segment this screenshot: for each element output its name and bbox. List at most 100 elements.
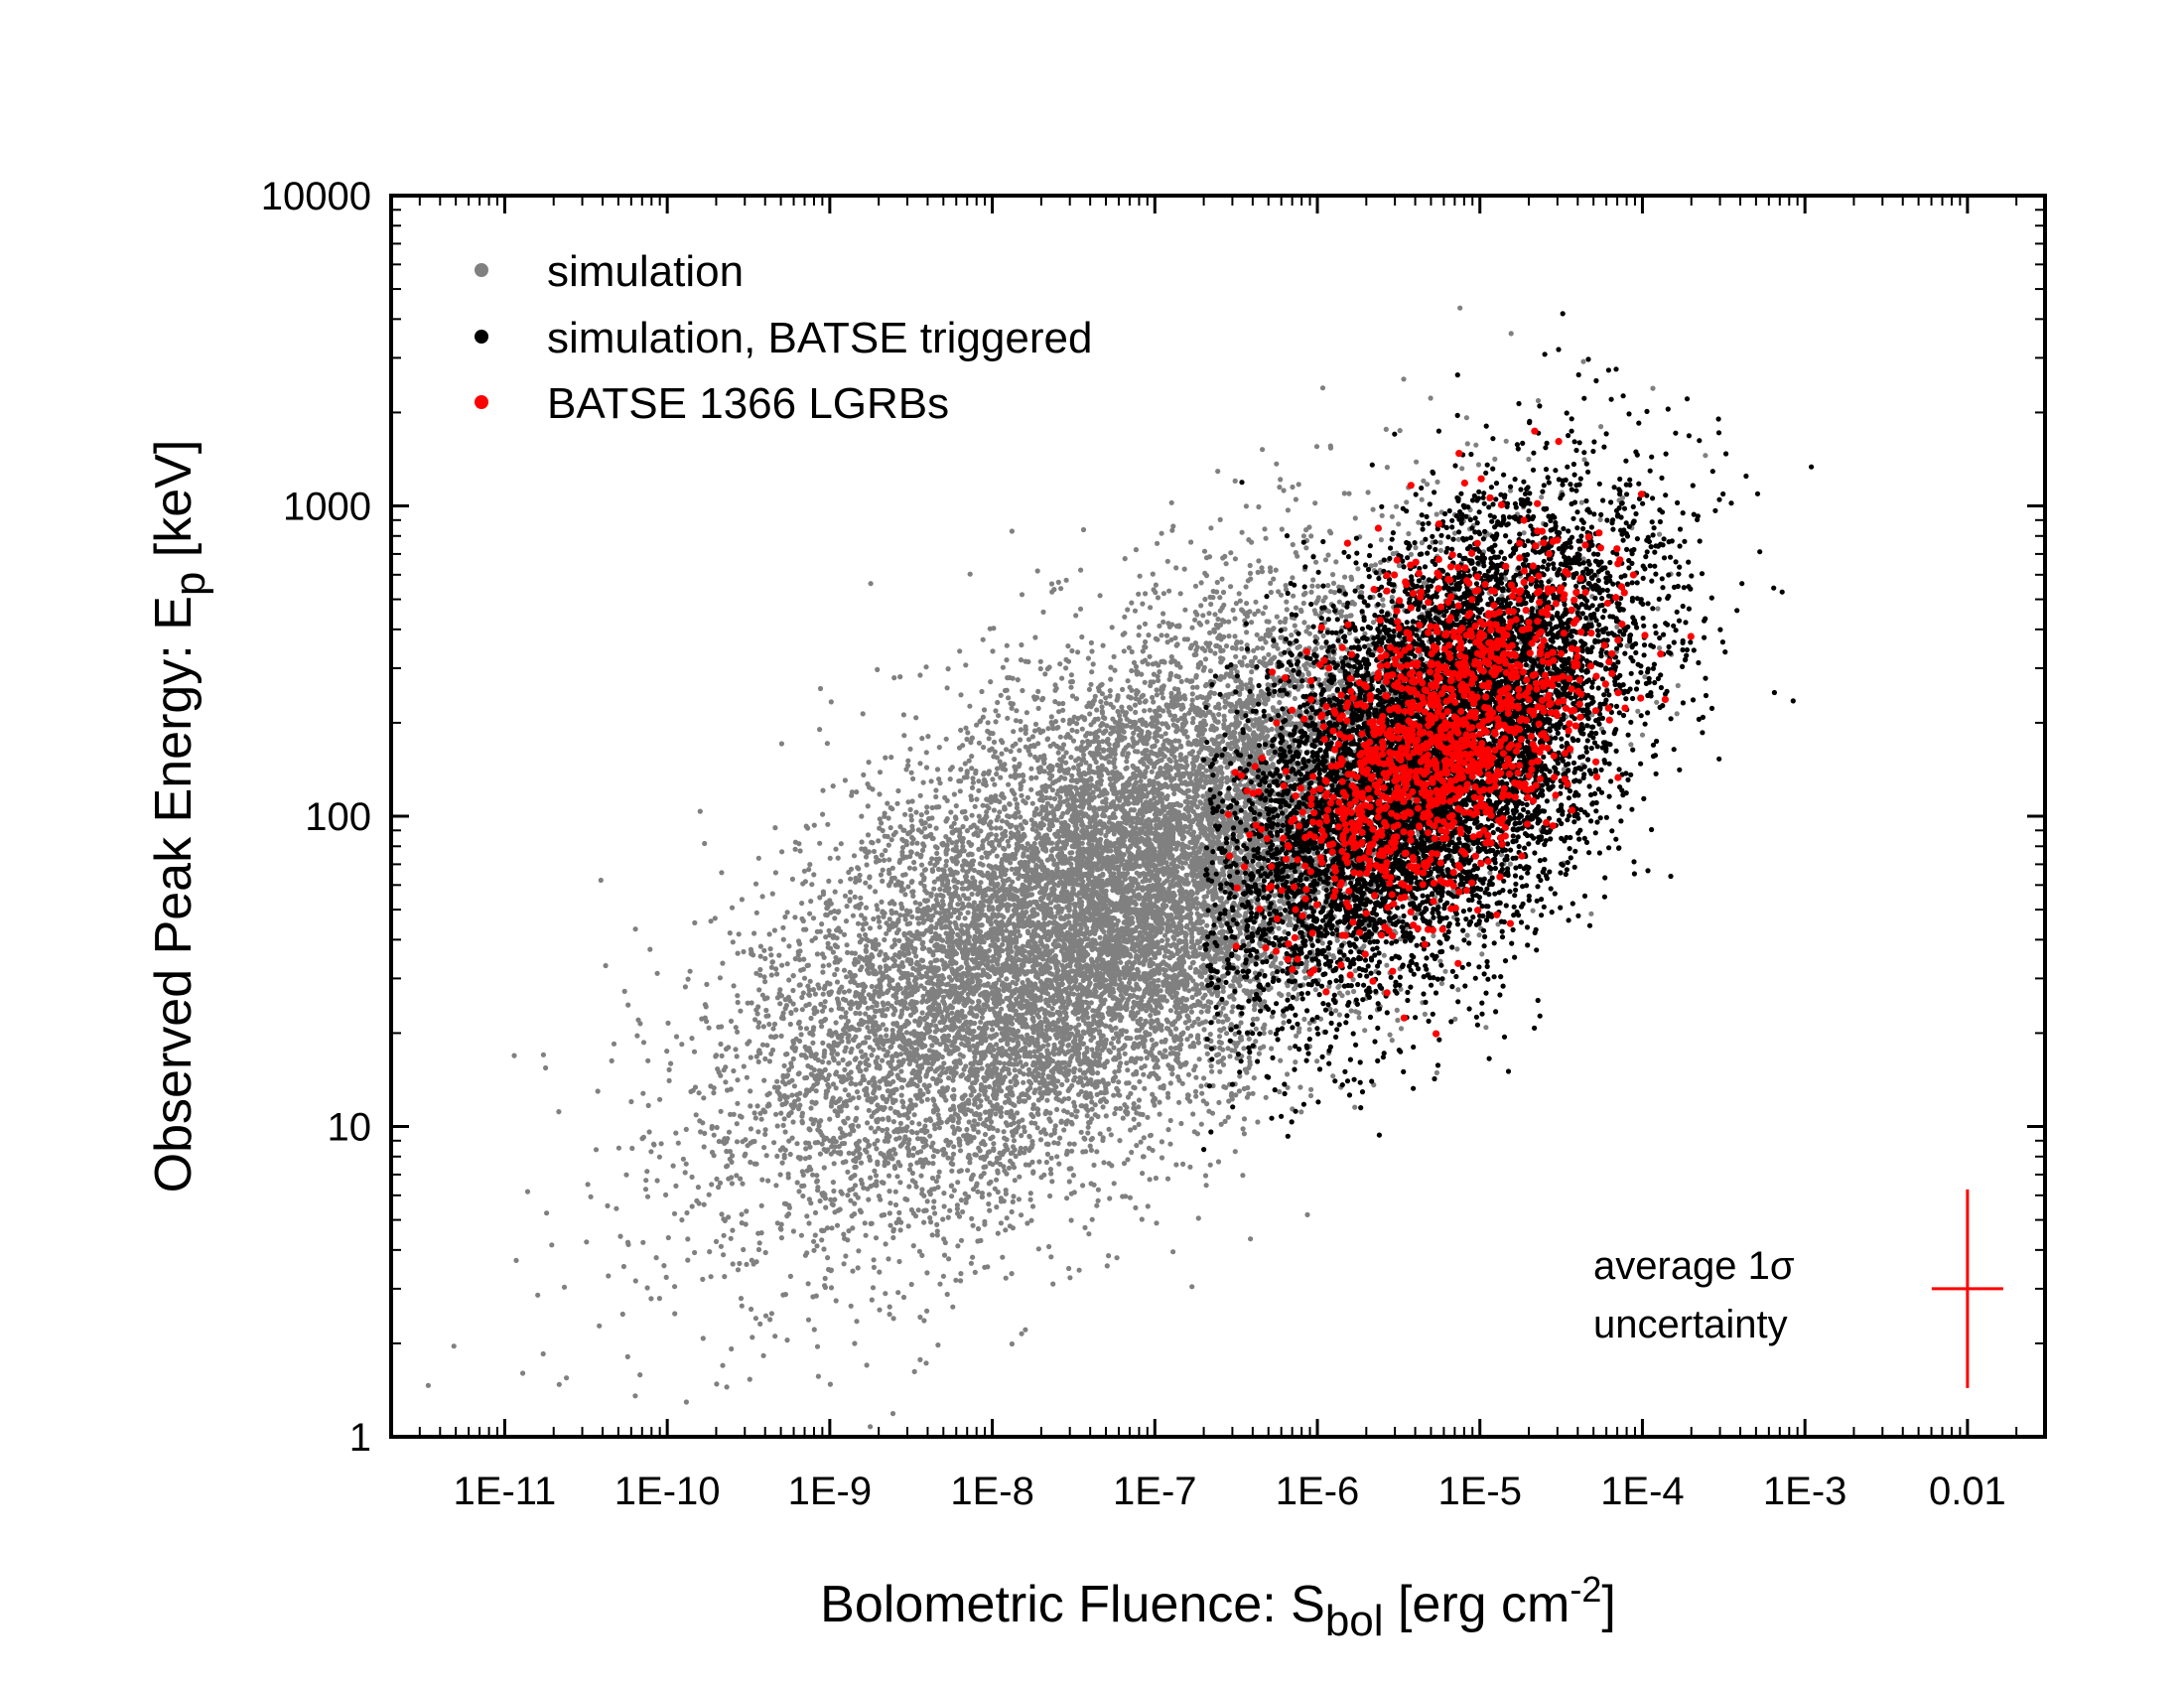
point (1394, 503, 1400, 509)
point (929, 1043, 935, 1049)
point (818, 1001, 824, 1008)
point (1023, 1327, 1028, 1333)
point (969, 812, 975, 818)
point (755, 1129, 761, 1135)
point (1030, 1170, 1036, 1176)
point (1125, 678, 1131, 684)
point (807, 862, 813, 868)
point (846, 988, 853, 994)
point (1241, 1046, 1247, 1052)
point (947, 776, 953, 782)
point (1095, 1187, 1101, 1193)
point (873, 889, 879, 895)
point (1129, 667, 1135, 674)
point (976, 787, 982, 793)
point (934, 767, 941, 773)
point (739, 897, 746, 903)
point (910, 1243, 916, 1249)
point (1164, 1090, 1171, 1096)
point (511, 1053, 517, 1058)
point (949, 1010, 955, 1016)
point (882, 936, 887, 943)
point (1200, 613, 1206, 619)
point (1137, 573, 1143, 579)
point (899, 1098, 905, 1104)
point (975, 1225, 982, 1232)
point (1178, 678, 1184, 685)
point (819, 1008, 826, 1014)
point (1085, 1130, 1091, 1136)
point (860, 1054, 866, 1059)
point (1455, 987, 1461, 993)
point (927, 1214, 933, 1221)
point (883, 755, 888, 761)
point (556, 1109, 562, 1115)
point (642, 1187, 649, 1193)
point (1112, 1069, 1118, 1075)
point (828, 1007, 834, 1013)
point (896, 1258, 902, 1265)
point (817, 685, 824, 692)
point (986, 1200, 992, 1207)
point (1169, 878, 1175, 885)
point (994, 1042, 1000, 1048)
point (1140, 1171, 1146, 1177)
point (1173, 565, 1179, 571)
point (978, 1019, 984, 1025)
point (1192, 617, 1198, 623)
point (811, 1247, 817, 1253)
point (549, 1242, 555, 1248)
point (1384, 962, 1390, 968)
point (1189, 691, 1195, 697)
point (597, 1323, 603, 1329)
point (1180, 1161, 1186, 1167)
point (822, 999, 828, 1005)
point (867, 875, 873, 881)
point (720, 1362, 726, 1368)
point (1114, 1085, 1120, 1091)
point (767, 1317, 773, 1323)
point (1188, 779, 1194, 785)
point (1271, 626, 1277, 632)
point (1195, 1215, 1201, 1221)
point (837, 1126, 844, 1132)
point (1442, 968, 1448, 974)
point (1198, 580, 1204, 586)
point (768, 1311, 775, 1317)
point (921, 1318, 927, 1324)
point (1193, 647, 1199, 653)
point (1154, 692, 1160, 698)
point (807, 978, 813, 984)
point (978, 1098, 984, 1104)
point (700, 1336, 706, 1341)
point (801, 975, 808, 981)
point (1278, 960, 1284, 966)
point (865, 1005, 871, 1011)
point (923, 1360, 929, 1366)
point (1214, 579, 1220, 586)
point (936, 1169, 942, 1175)
point (821, 1004, 828, 1010)
point (842, 1087, 848, 1093)
point (812, 935, 819, 941)
point (1079, 633, 1085, 640)
point (1268, 1030, 1274, 1036)
point (764, 1043, 770, 1049)
point (991, 1146, 997, 1152)
point (1048, 581, 1055, 587)
point (998, 1220, 1005, 1226)
point (1184, 677, 1190, 683)
point (1263, 605, 1269, 611)
point (965, 910, 971, 915)
point (937, 1281, 943, 1287)
point (1099, 681, 1105, 687)
point (1077, 1067, 1083, 1073)
point (913, 809, 919, 815)
point (891, 675, 897, 681)
point (1495, 921, 1501, 927)
point (1194, 906, 1200, 912)
point (887, 1210, 892, 1216)
point (827, 1116, 833, 1122)
point (1134, 1028, 1140, 1034)
